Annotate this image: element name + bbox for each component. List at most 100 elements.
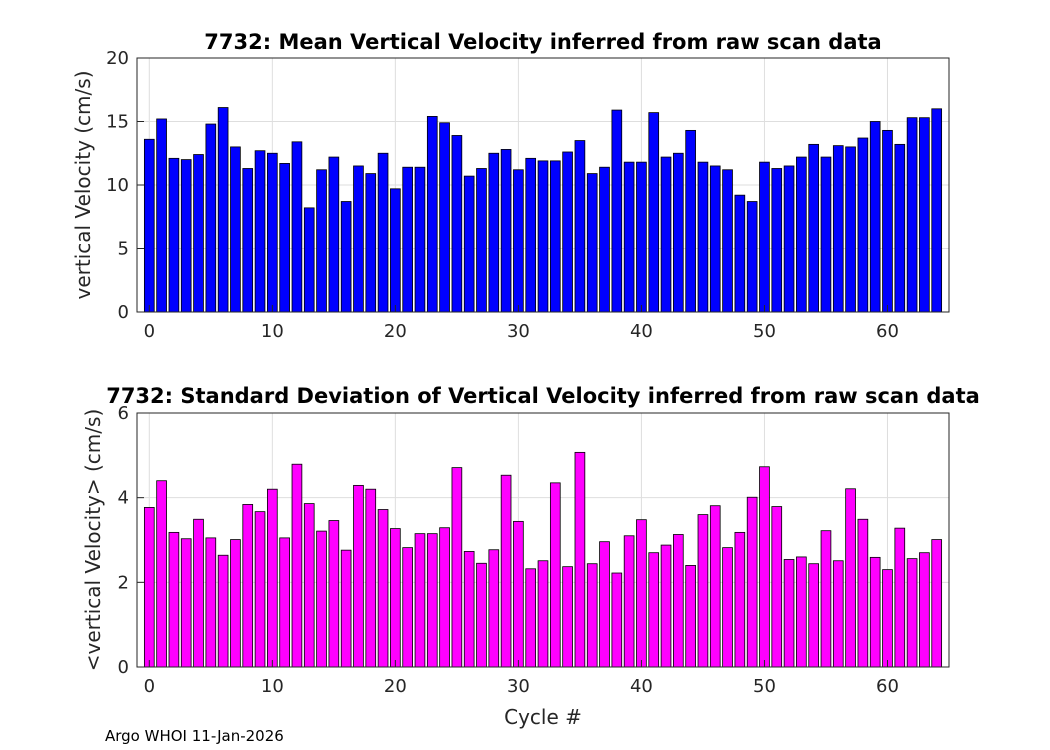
y-tick-label: 20 xyxy=(106,48,129,69)
x-tick-label: 40 xyxy=(630,676,653,697)
y-tick-label: 15 xyxy=(106,112,129,133)
y-axis-ticks: 0 2 4 6 xyxy=(118,403,144,678)
y-axis-ticks: 0 5 10 15 20 xyxy=(106,48,144,323)
bar-cycle-13 xyxy=(303,503,315,668)
bar-cycle-36 xyxy=(586,173,598,313)
bar-cycle-27 xyxy=(476,562,487,668)
bar-cycle-32 xyxy=(537,160,549,313)
bar-cycle-35 xyxy=(574,451,586,668)
bar-cycle-37 xyxy=(599,166,610,313)
bar-cycle-29 xyxy=(500,149,512,313)
bar-cycle-47 xyxy=(722,169,733,313)
bar-cycle-28 xyxy=(488,549,500,668)
x-tick-label: 30 xyxy=(507,676,530,697)
y-axis-label: <vertical Velocity> (cm/s) xyxy=(81,409,105,672)
x-axis-ticks: 0 10 20 30 40 50 60 xyxy=(144,660,899,697)
bar-cycle-11 xyxy=(279,163,290,313)
bar-cycle-24 xyxy=(439,527,450,668)
x-tick-label: 50 xyxy=(753,676,776,697)
bar-cycle-22 xyxy=(414,166,426,313)
bar-cycle-56 xyxy=(832,145,844,313)
bar-cycle-15 xyxy=(328,520,340,668)
y-tick-label: 6 xyxy=(118,403,129,424)
bar-cycle-16 xyxy=(340,201,352,313)
bar-cycle-11 xyxy=(279,537,290,668)
bar-cycle-48 xyxy=(734,194,746,313)
bar-cycle-44 xyxy=(685,565,696,668)
bar-cycle-46 xyxy=(709,505,721,668)
bar-cycle-45 xyxy=(697,514,709,668)
bar-cycle-10 xyxy=(267,488,278,668)
bar-cycle-4 xyxy=(193,154,204,313)
x-axis-label: Cycle # xyxy=(504,705,582,729)
bar-cycle-9 xyxy=(254,150,266,313)
x-tick-label: 0 xyxy=(144,676,155,697)
bar-cycle-58 xyxy=(857,518,869,668)
bar-cycle-12 xyxy=(291,463,303,668)
bar-cycle-18 xyxy=(365,173,377,313)
bar-cycle-4 xyxy=(193,518,204,668)
bar-cycle-2 xyxy=(168,531,180,668)
bar-cycle-46 xyxy=(709,165,721,313)
bar-cycle-64 xyxy=(931,539,943,668)
bar-cycle-61 xyxy=(894,143,906,313)
bar-cycle-0 xyxy=(143,506,155,668)
bar-cycle-33 xyxy=(549,482,561,668)
bar-cycle-63 xyxy=(919,552,930,668)
bar-cycle-31 xyxy=(525,568,537,668)
bar-cycle-59 xyxy=(869,121,881,313)
bar-cycle-25 xyxy=(451,467,463,668)
bar-cycle-0 xyxy=(143,138,155,313)
bar-cycle-14 xyxy=(316,530,327,668)
bar-cycle-53 xyxy=(796,556,807,668)
bar-cycle-43 xyxy=(673,152,684,313)
bar-cycle-16 xyxy=(340,549,352,668)
bars xyxy=(143,107,943,313)
x-tick-label: 20 xyxy=(384,321,407,342)
bar-cycle-19 xyxy=(377,509,389,668)
bar-cycle-34 xyxy=(562,151,573,313)
bar-cycle-58 xyxy=(857,137,869,313)
bar-cycle-39 xyxy=(623,535,635,668)
y-tick-label: 4 xyxy=(118,488,129,509)
bar-cycle-30 xyxy=(513,520,524,668)
y-tick-label: 2 xyxy=(118,572,129,593)
x-tick-label: 40 xyxy=(630,321,653,342)
bar-cycle-55 xyxy=(820,156,832,313)
std-velocity-chart: 7732: Standard Deviation of Vertical Vel… xyxy=(81,384,980,729)
bar-cycle-63 xyxy=(919,117,930,313)
bar-cycle-1 xyxy=(156,480,167,668)
bar-cycle-29 xyxy=(500,474,512,668)
bar-cycle-54 xyxy=(808,143,819,313)
bar-cycle-42 xyxy=(660,156,672,313)
x-tick-label: 60 xyxy=(876,321,899,342)
bar-cycle-44 xyxy=(685,129,696,313)
bar-cycle-40 xyxy=(636,161,647,313)
x-tick-label: 50 xyxy=(753,321,776,342)
bar-cycle-41 xyxy=(648,552,660,668)
bar-cycle-26 xyxy=(463,175,475,313)
x-axis-ticks: 0 10 20 30 40 50 60 xyxy=(144,305,899,342)
bar-cycle-23 xyxy=(426,533,438,668)
bar-cycle-7 xyxy=(230,146,241,313)
bar-cycle-56 xyxy=(832,560,844,668)
bar-cycle-26 xyxy=(463,551,475,668)
bar-cycle-18 xyxy=(365,488,377,668)
mean-velocity-chart: 7732: Mean Vertical Velocity inferred fr… xyxy=(71,30,950,342)
bar-cycle-47 xyxy=(722,547,733,668)
bar-cycle-40 xyxy=(636,519,647,668)
y-axis-label: vertical Velocity (cm/s) xyxy=(71,71,95,300)
bar-cycle-25 xyxy=(451,135,463,313)
bar-cycle-30 xyxy=(513,169,524,313)
y-tick-label: 5 xyxy=(118,239,129,260)
y-tick-label: 0 xyxy=(118,302,129,323)
bar-cycle-31 xyxy=(525,157,537,313)
x-tick-label: 10 xyxy=(261,321,284,342)
bar-cycle-19 xyxy=(377,152,389,313)
bar-cycle-64 xyxy=(931,108,943,313)
bar-cycle-35 xyxy=(574,140,586,313)
bar-cycle-62 xyxy=(906,117,918,313)
bar-cycle-45 xyxy=(697,161,709,313)
bar-cycle-34 xyxy=(562,566,573,668)
